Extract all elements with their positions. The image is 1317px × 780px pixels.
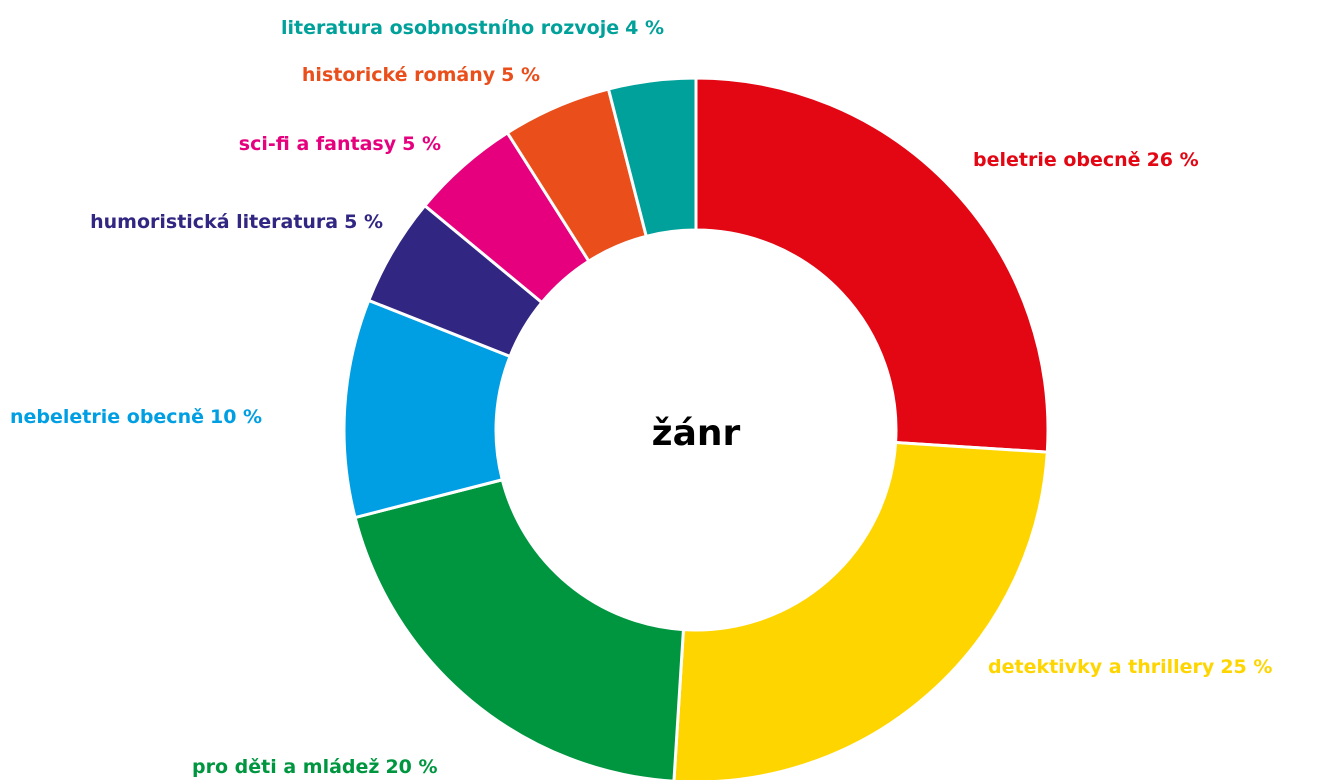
slice <box>606 76 698 239</box>
slices <box>342 76 1050 780</box>
slice-label: nebeletrie obecně 10 % <box>10 406 262 428</box>
slice-label: beletrie obecně 26 % <box>973 149 1199 171</box>
center-label: žánr <box>652 413 741 454</box>
slice-label: sci-fi a fantasy 5 % <box>239 133 441 155</box>
category-name: nebeletrie obecně <box>10 406 204 428</box>
slice-label: detektivky a thrillery 25 % <box>988 656 1272 678</box>
slice-label: historické romány 5 % <box>302 64 540 86</box>
value-label: 5 % <box>344 211 383 233</box>
category-name: beletrie obecně <box>973 149 1141 171</box>
value-label: 20 % <box>385 756 437 778</box>
category-name: literatura osobnostního rozvoje <box>281 17 619 39</box>
slice-label: pro děti a mládež 20 % <box>192 756 438 778</box>
category-name: pro děti a mládež <box>192 756 379 778</box>
slice <box>694 76 1050 454</box>
category-name: historické romány <box>302 64 496 86</box>
value-label: 26 % <box>1147 149 1199 171</box>
slice-label: literatura osobnostního rozvoje 4 % <box>281 17 664 39</box>
value-label: 25 % <box>1220 656 1272 678</box>
value-label: 4 % <box>625 17 664 39</box>
category-name: detektivky a thrillery <box>988 656 1215 678</box>
value-label: 5 % <box>501 64 540 86</box>
category-name: humoristická literatura <box>90 211 338 233</box>
value-label: 5 % <box>402 133 441 155</box>
slice-label: humoristická literatura 5 % <box>90 211 383 233</box>
category-name: sci-fi a fantasy <box>239 133 397 155</box>
slice <box>672 440 1049 780</box>
slice <box>353 477 686 780</box>
value-label: 10 % <box>210 406 262 428</box>
